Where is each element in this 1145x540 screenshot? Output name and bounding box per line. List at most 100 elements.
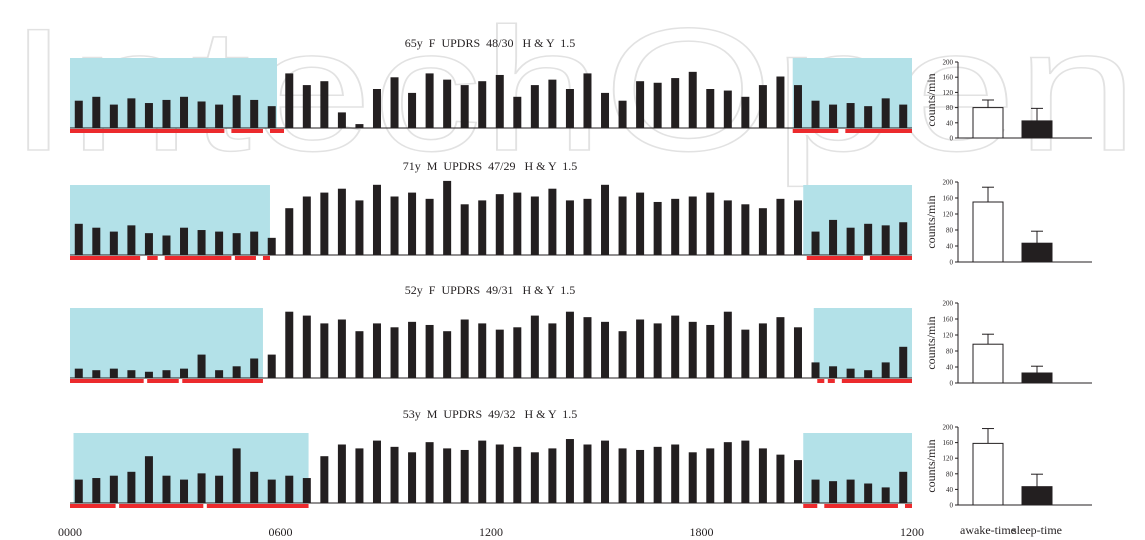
activity-spike bbox=[267, 354, 276, 378]
activity-spike bbox=[162, 235, 171, 255]
activity-spike bbox=[337, 319, 346, 378]
activity-spike bbox=[776, 76, 785, 128]
activity-spike bbox=[741, 329, 750, 378]
activity-spike bbox=[425, 73, 434, 128]
sleep-mark bbox=[234, 256, 256, 260]
activity-spike bbox=[881, 487, 890, 503]
activity-spike bbox=[197, 101, 206, 128]
activity-spike bbox=[776, 454, 785, 503]
activity-spike bbox=[74, 368, 83, 378]
activity-spike bbox=[846, 479, 855, 503]
activity-spike bbox=[583, 73, 592, 128]
activity-spike bbox=[232, 95, 241, 128]
activity-spike bbox=[899, 346, 908, 378]
activity-spike bbox=[899, 104, 908, 128]
activity-spike bbox=[408, 92, 417, 128]
activity-spike bbox=[513, 446, 522, 503]
activity-spike bbox=[601, 440, 610, 503]
activity-spike bbox=[320, 456, 329, 503]
activity-spike bbox=[372, 323, 381, 378]
activity-spike bbox=[688, 71, 697, 128]
activity-spike bbox=[74, 479, 83, 503]
sleep-mark bbox=[269, 129, 285, 133]
y-axis-label: counts/min bbox=[924, 73, 938, 126]
activity-spike bbox=[320, 192, 329, 255]
activity-spike bbox=[390, 446, 399, 503]
activity-spike bbox=[671, 198, 680, 255]
category-label: awake-time bbox=[960, 523, 1016, 537]
activity-spike bbox=[162, 370, 171, 378]
activity-spike bbox=[899, 471, 908, 503]
activity-spike bbox=[601, 321, 610, 378]
activity-spike bbox=[302, 196, 311, 255]
bar bbox=[972, 442, 1004, 506]
activity-spike bbox=[390, 196, 399, 255]
y-tick-label: 160 bbox=[943, 74, 954, 82]
activity-spike bbox=[495, 194, 504, 255]
activity-spike bbox=[127, 471, 136, 503]
activity-spike bbox=[548, 323, 557, 378]
sleep-shading bbox=[70, 308, 263, 378]
y-tick-label: 80 bbox=[946, 348, 954, 356]
activity-spike bbox=[548, 79, 557, 128]
activity-spike bbox=[723, 200, 732, 255]
activity-spike bbox=[425, 324, 434, 378]
activity-spike bbox=[706, 448, 715, 503]
activity-spike bbox=[250, 358, 259, 378]
activity-spike bbox=[495, 74, 504, 128]
activity-spike bbox=[302, 315, 311, 378]
activity-spike bbox=[829, 219, 838, 255]
activity-spike bbox=[776, 317, 785, 378]
y-tick-label: 200 bbox=[943, 300, 954, 308]
activity-spike bbox=[460, 204, 469, 255]
y-tick-label: 160 bbox=[943, 439, 954, 447]
activity-spike bbox=[408, 192, 417, 255]
y-axis-label: counts/min bbox=[924, 195, 938, 248]
panel-title: 52y F UPDRS 49/31 H & Y 1.5 bbox=[405, 283, 575, 297]
panel-title: 71y M UPDRS 47/29 H & Y 1.5 bbox=[403, 159, 577, 173]
activity-spike bbox=[636, 319, 645, 378]
activity-spike bbox=[688, 196, 697, 255]
y-tick-label: 40 bbox=[946, 486, 954, 494]
sleep-shading bbox=[803, 185, 912, 255]
activity-spike bbox=[408, 452, 417, 503]
activity-spike bbox=[864, 223, 873, 255]
x-tick-label: 0600 bbox=[269, 525, 293, 539]
activity-spike bbox=[180, 479, 189, 503]
sleep-mark bbox=[231, 129, 263, 133]
activity-spike bbox=[601, 184, 610, 255]
activity-spike bbox=[408, 321, 417, 378]
sleep-mark bbox=[806, 256, 863, 260]
activity-spike bbox=[144, 371, 153, 378]
x-tick-label: 1800 bbox=[690, 525, 714, 539]
sleep-mark bbox=[182, 379, 263, 383]
bar bbox=[1021, 372, 1053, 384]
y-tick-label: 0 bbox=[950, 502, 954, 510]
activity-spike bbox=[285, 311, 294, 378]
y-tick-label: 120 bbox=[943, 332, 954, 340]
activity-spike bbox=[758, 323, 767, 378]
activity-spike bbox=[618, 196, 627, 255]
activity-spike bbox=[144, 456, 153, 503]
activity-spike bbox=[793, 460, 802, 503]
activity-spike bbox=[285, 208, 294, 255]
activity-spike bbox=[250, 231, 259, 255]
activity-spike bbox=[74, 100, 83, 128]
activity-spike bbox=[232, 448, 241, 503]
activity-spike bbox=[741, 204, 750, 255]
activity-spike bbox=[881, 362, 890, 378]
activity-spike bbox=[864, 483, 873, 503]
activity-spike bbox=[109, 475, 118, 503]
activity-spike bbox=[899, 222, 908, 255]
activity-spike bbox=[443, 448, 452, 503]
sleep-mark bbox=[262, 256, 270, 260]
sleep-mark bbox=[164, 256, 232, 260]
activity-spike bbox=[513, 327, 522, 378]
y-tick-label: 160 bbox=[943, 195, 954, 203]
y-tick-label: 120 bbox=[943, 211, 954, 219]
activity-spike bbox=[197, 473, 206, 503]
activity-spike bbox=[671, 315, 680, 378]
activity-spike bbox=[846, 103, 855, 128]
activity-spike bbox=[723, 90, 732, 128]
activity-spike bbox=[530, 196, 539, 255]
